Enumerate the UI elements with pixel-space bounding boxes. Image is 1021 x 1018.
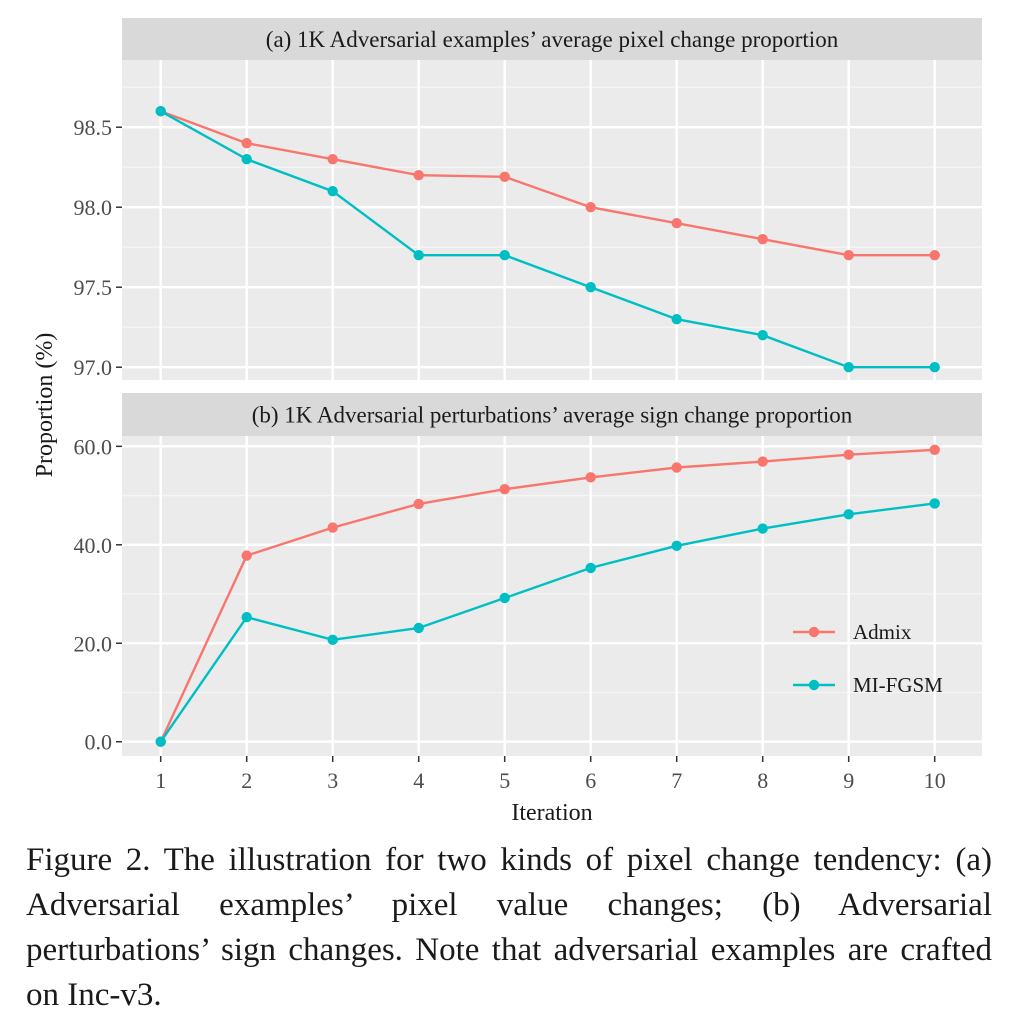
panel-a-ytick-label: 98.5	[74, 115, 113, 140]
x-tick-label: 2	[241, 768, 252, 793]
panel-a-ytick-label: 97.0	[74, 355, 113, 380]
data-point-admix	[241, 550, 252, 561]
data-point-mi-fgsm	[585, 282, 596, 293]
data-point-mi-fgsm	[671, 314, 682, 325]
data-point-mi-fgsm	[757, 330, 768, 341]
data-point-admix	[327, 154, 338, 165]
data-point-admix	[585, 202, 596, 213]
panel-a-strip	[122, 18, 982, 60]
panel-b-strip	[122, 393, 982, 436]
legend-key-point	[808, 626, 820, 638]
panel-b-ytick-label: 60.0	[74, 434, 113, 459]
data-point-admix	[499, 171, 510, 182]
data-point-admix	[671, 462, 682, 473]
data-point-admix	[929, 250, 940, 261]
panel-a-ytick-label: 97.5	[74, 275, 113, 300]
panel-b-ytick-label: 40.0	[74, 533, 113, 558]
figure-chart: (a) 1K Adversarial examples’ average pix…	[32, 18, 982, 826]
x-axis-title: Iteration	[511, 800, 592, 826]
series-line-admix	[160, 110, 935, 257]
data-point-mi-fgsm	[585, 562, 596, 574]
data-point-admix	[757, 456, 768, 467]
data-point-mi-fgsm	[843, 509, 854, 520]
series-line-mi-fgsm	[159, 502, 935, 743]
panel-a-title: (a) 1K Adversarial examples’ average pix…	[266, 27, 839, 52]
data-point-admix	[757, 234, 768, 245]
data-point-admix	[843, 250, 854, 261]
panel-b-background	[122, 436, 982, 756]
data-point-admix	[413, 498, 424, 510]
x-tick-label: 9	[843, 768, 854, 793]
data-point-mi-fgsm	[929, 498, 940, 509]
data-point-mi-fgsm	[843, 362, 854, 373]
data-point-admix	[843, 449, 854, 460]
panel-b-ytick-label: 20.0	[74, 631, 113, 656]
x-tick-label: 1	[155, 768, 166, 793]
x-tick-label: 4	[413, 768, 424, 793]
data-point-mi-fgsm	[327, 634, 338, 646]
data-point-admix	[413, 170, 424, 181]
data-point-mi-fgsm	[499, 250, 510, 261]
panel-a-ytick-label: 98.0	[74, 195, 113, 220]
x-tick-label: 5	[499, 768, 510, 793]
series-line-mi-fgsm	[160, 110, 935, 369]
data-point-admix	[929, 444, 940, 455]
data-point-admix	[327, 522, 338, 533]
figure-caption: Figure 2. The illustration for two kinds…	[26, 842, 992, 1013]
legend-label: Admix	[853, 620, 912, 644]
data-point-mi-fgsm	[413, 250, 424, 261]
data-point-mi-fgsm	[499, 592, 510, 604]
data-point-mi-fgsm	[671, 540, 682, 551]
panel-b-ytick-label: 0.0	[85, 730, 113, 755]
data-point-mi-fgsm	[757, 523, 768, 534]
series-line-admix	[159, 448, 935, 743]
data-point-mi-fgsm	[241, 154, 252, 165]
x-tick-label: 3	[327, 768, 338, 793]
y-axis-title: Proportion (%)	[32, 333, 58, 478]
legend-label: MI-FGSM	[853, 673, 943, 697]
x-tick-label: 10	[924, 768, 946, 793]
data-point-admix	[241, 138, 252, 149]
data-point-admix	[671, 218, 682, 229]
data-point-mi-fgsm	[155, 106, 166, 117]
data-point-mi-fgsm	[155, 736, 166, 747]
x-tick-label: 7	[671, 768, 682, 793]
data-point-mi-fgsm	[413, 622, 424, 634]
data-point-mi-fgsm	[929, 362, 940, 373]
data-point-mi-fgsm	[241, 611, 252, 623]
legend-key-point	[808, 679, 820, 691]
x-tick-label: 8	[757, 768, 768, 793]
data-point-mi-fgsm	[327, 186, 338, 197]
data-point-admix	[585, 472, 596, 483]
x-tick-label: 6	[585, 768, 596, 793]
panel-a-background	[122, 60, 982, 380]
data-point-admix	[499, 483, 510, 495]
panel-b-title: (b) 1K Adversarial perturbations’ averag…	[252, 403, 853, 428]
